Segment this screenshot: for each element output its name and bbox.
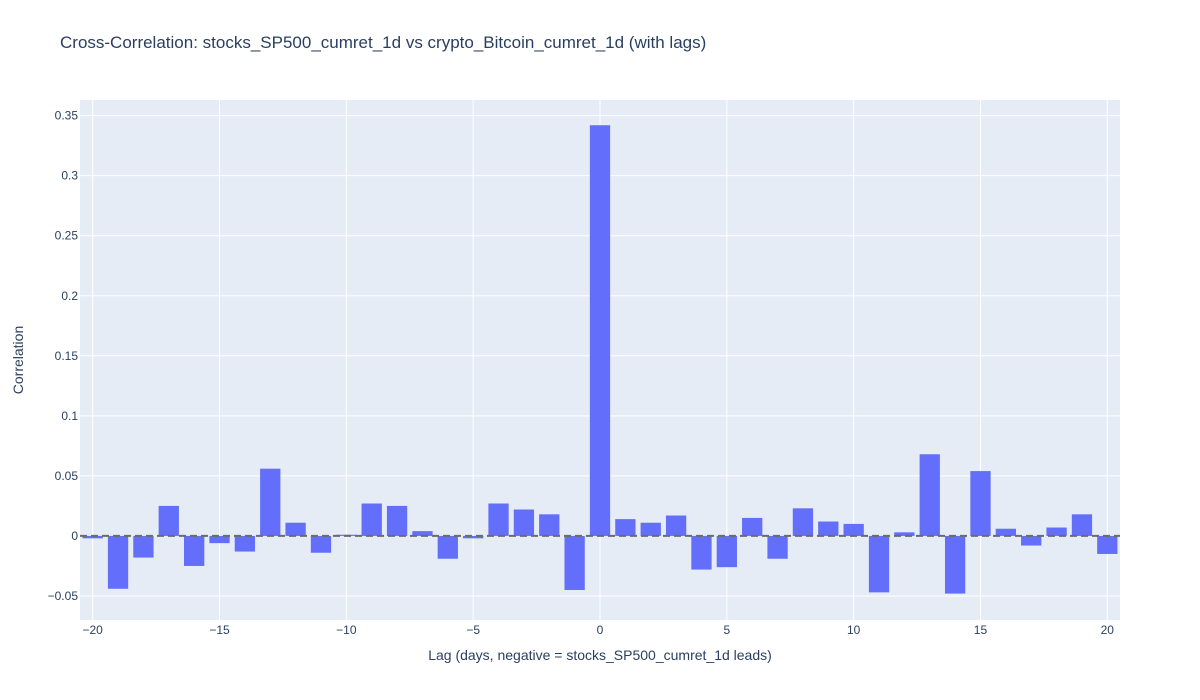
bar-lag--14 (234, 535, 256, 552)
bar-lag-3 (665, 515, 687, 536)
bar-lag--15 (209, 535, 230, 544)
bar-lag--4 (488, 503, 509, 536)
bar-lag--2 (539, 514, 560, 536)
x-tick-label: 10 (847, 623, 861, 637)
x-tick-label: −15 (209, 623, 230, 637)
bar-lag-17 (1021, 535, 1042, 546)
bar-lag--8 (386, 505, 408, 536)
bar-lag-6 (742, 517, 763, 536)
y-tick-label: 0.2 (61, 289, 78, 303)
y-axis-ticks: −0.05 0 0.05 0.1 0.15 0.2 0.25 0.3 0.35 (48, 109, 79, 603)
x-tick-label: 20 (1101, 623, 1115, 637)
bar-lag-19 (1071, 514, 1093, 536)
y-tick-label: 0.3 (61, 169, 78, 183)
y-tick-label: 0.25 (55, 229, 79, 243)
bar-lag--11 (310, 535, 332, 553)
bar-lag-13 (919, 454, 940, 536)
bar-lag-15 (970, 471, 991, 536)
x-tick-label: −10 (336, 623, 357, 637)
bar-lag-5 (716, 535, 737, 568)
chart-title: Cross-Correlation: stocks_SP500_cumret_1… (60, 33, 707, 52)
x-axis-title: Lag (days, negative = stocks_SP500_cumre… (428, 647, 772, 663)
bar-lag-14 (944, 535, 966, 594)
bar-lag--1 (564, 535, 585, 590)
bar-lag-20 (1097, 535, 1118, 554)
bar-lag--3 (513, 509, 535, 536)
y-tick-label: 0.05 (55, 469, 79, 483)
y-tick-label: 0.15 (55, 349, 79, 363)
bar-lag-2 (640, 522, 661, 536)
bar-lag-8 (792, 508, 814, 536)
x-tick-label: −5 (466, 623, 480, 637)
bar-lag-7 (767, 535, 788, 559)
bar-lag--7 (412, 531, 433, 536)
bar-lag--12 (285, 522, 306, 536)
bar-lag--9 (361, 503, 382, 536)
bar-lag--5 (463, 535, 484, 539)
y-tick-label: −0.05 (48, 589, 79, 603)
bar-lag--16 (184, 535, 205, 566)
bar-lag--17 (158, 505, 179, 536)
x-tick-label: 15 (974, 623, 988, 637)
bar-lag-9 (818, 521, 839, 536)
bars (82, 125, 1118, 594)
bar-lag--13 (260, 468, 281, 536)
y-tick-label: 0.35 (55, 109, 79, 123)
bar-lag--6 (437, 535, 458, 559)
bar-lag-18 (1046, 527, 1067, 536)
bar-lag-10 (843, 523, 864, 536)
bar-lag-11 (868, 535, 890, 593)
y-tick-label: 0 (71, 529, 78, 543)
bar-lag-12 (894, 532, 915, 536)
x-tick-label: 5 (723, 623, 730, 637)
y-tick-label: 0.1 (61, 409, 78, 423)
bar-lag-0 (589, 125, 611, 536)
bar-lag--19 (107, 535, 129, 589)
bar-lag--20 (82, 535, 103, 539)
bar-lag-4 (691, 535, 712, 570)
x-axis-ticks: −20 −15 −10 −5 0 5 10 15 20 (83, 623, 1115, 637)
bar-lag--18 (133, 535, 154, 558)
bar-lag-16 (995, 528, 1016, 536)
x-tick-label: −20 (83, 623, 104, 637)
bar-lag-1 (615, 519, 636, 536)
x-tick-label: 0 (597, 623, 604, 637)
